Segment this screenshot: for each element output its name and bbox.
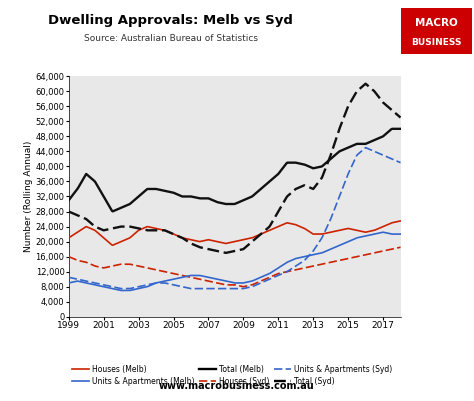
Y-axis label: Number (Rolling Annual): Number (Rolling Annual)	[24, 141, 33, 252]
Text: BUSINESS: BUSINESS	[411, 38, 461, 47]
Text: www.macrobusiness.com.au: www.macrobusiness.com.au	[159, 381, 315, 391]
Text: Dwelling Approvals: Melb vs Syd: Dwelling Approvals: Melb vs Syd	[48, 14, 293, 27]
Text: MACRO: MACRO	[415, 18, 457, 28]
Text: Source: Australian Bureau of Statistics: Source: Australian Bureau of Statistics	[83, 34, 258, 43]
Legend: Houses (Melb), Units & Apartments (Melb), Total (Melb), Houses (Syd), Units & Ap: Houses (Melb), Units & Apartments (Melb)…	[69, 362, 395, 389]
